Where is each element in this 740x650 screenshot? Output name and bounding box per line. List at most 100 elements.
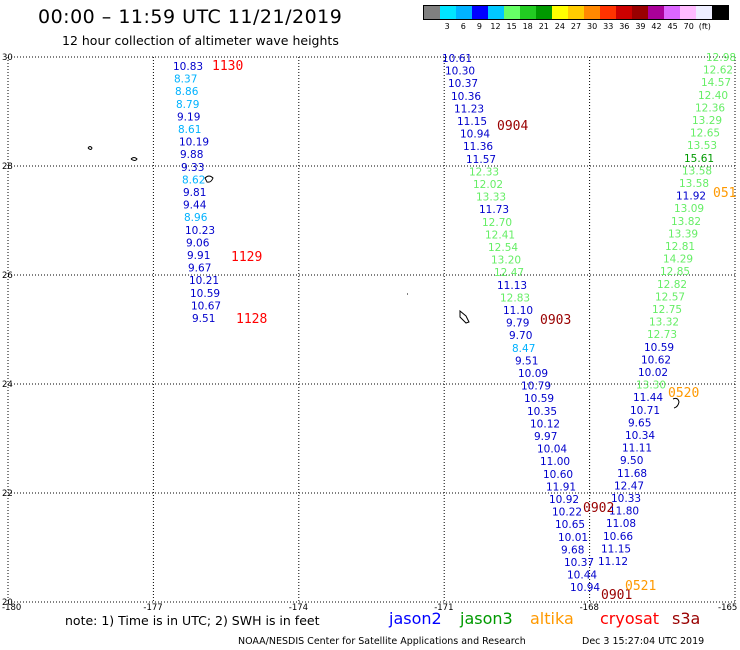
wave-height-value: 9.50 bbox=[620, 455, 643, 467]
legend-label: (ft) bbox=[698, 22, 711, 31]
island-outline bbox=[87, 146, 93, 150]
wave-height-value: 13.32 bbox=[649, 317, 679, 329]
wave-height-value: 10.79 bbox=[521, 381, 551, 393]
wave-height-value: 12.75 bbox=[652, 304, 682, 316]
wave-height-value: 12.54 bbox=[488, 242, 518, 254]
wave-height-value: 11.68 bbox=[617, 468, 647, 480]
wave-height-value: 13.29 bbox=[692, 115, 722, 127]
island-outlines bbox=[87, 146, 680, 409]
legend-swatch bbox=[456, 6, 472, 19]
wave-height-value: 15.61 bbox=[684, 153, 714, 165]
wave-height-value: 9.44 bbox=[183, 200, 207, 212]
wave-height-value: 12.81 bbox=[665, 241, 695, 253]
satellite-jason2: jason2 bbox=[389, 609, 442, 628]
legend-swatch bbox=[424, 6, 440, 19]
island-outline bbox=[672, 397, 680, 409]
y-tick-label: 28 bbox=[2, 162, 13, 172]
wave-height-value: 12.62 bbox=[703, 65, 733, 77]
wave-height-value: 10.09 bbox=[518, 368, 548, 380]
wave-height-value: 8.96 bbox=[184, 212, 208, 224]
wave-height-value: 12.98 bbox=[706, 52, 736, 64]
wave-height-value: 11.13 bbox=[497, 280, 527, 292]
wave-height-value: 11.57 bbox=[466, 154, 496, 166]
legend-swatch bbox=[616, 6, 632, 19]
wave-height-value: 11.80 bbox=[609, 506, 639, 518]
legend-label: 33 bbox=[603, 22, 614, 31]
wave-height-value: 11.36 bbox=[463, 141, 493, 153]
wave-height-value: 10.19 bbox=[179, 137, 209, 149]
legend-label: 30 bbox=[587, 22, 598, 31]
wave-height-value: 10.66 bbox=[603, 531, 633, 543]
axis-labels: -180 -177 -174 -171 -168 -165 30 28 26 24 22 20 bbox=[2, 53, 737, 613]
wave-height-value: 9.91 bbox=[187, 250, 210, 262]
legend-swatch bbox=[552, 6, 568, 19]
wave-height-value: 9.81 bbox=[183, 187, 206, 199]
time-label: 0902 bbox=[583, 501, 614, 516]
legend-swatch bbox=[584, 6, 600, 19]
wave-height-value: 12.41 bbox=[485, 229, 515, 241]
wave-height-value: 8.61 bbox=[178, 124, 201, 136]
wave-height-value: 12.73 bbox=[647, 329, 677, 341]
wave-height-value: 12.47 bbox=[494, 267, 524, 279]
wave-height-value: 13.39 bbox=[668, 228, 698, 240]
wave-height-value: 11.92 bbox=[676, 191, 706, 203]
satellite-cryosat: cryosat bbox=[600, 609, 660, 628]
legend-swatch bbox=[664, 6, 680, 19]
y-tick-label: 30 bbox=[2, 53, 13, 63]
legend-label: 21 bbox=[538, 22, 549, 31]
legend-label: 39 bbox=[635, 22, 646, 31]
legend-swatch bbox=[648, 6, 664, 19]
wave-height-value: 12.70 bbox=[482, 217, 512, 229]
wave-height-value: 12.83 bbox=[500, 292, 530, 304]
wave-height-value: 12.57 bbox=[655, 291, 685, 303]
legend-label: 15 bbox=[506, 22, 517, 31]
wave-height-value: 13.09 bbox=[674, 203, 704, 215]
credit-line: NOAA/NESDIS Center for Satellite Applica… bbox=[238, 636, 526, 647]
legend-label: 70 bbox=[683, 22, 694, 31]
legend-swatch bbox=[696, 6, 712, 19]
wave-height-value: 9.65 bbox=[628, 417, 651, 429]
wave-height-value: 10.62 bbox=[641, 354, 671, 366]
map-title: 00:00 – 11:59 UTC 11/21/2019 bbox=[38, 6, 343, 28]
wave-height-value: 12.36 bbox=[695, 102, 725, 114]
wave-height-value: 10.12 bbox=[530, 418, 560, 430]
legend-label: 3 bbox=[444, 22, 450, 31]
legend-swatch bbox=[440, 6, 456, 19]
wave-height-value: 10.94 bbox=[460, 129, 490, 141]
wave-height-value: 10.44 bbox=[567, 570, 597, 582]
time-label: 1128 bbox=[236, 312, 267, 327]
wave-height-value: 11.15 bbox=[457, 116, 487, 128]
track-1-values: 10.838.378.868.799.198.6110.199.889.338.… bbox=[173, 61, 221, 325]
legend-label: 42 bbox=[651, 22, 662, 31]
y-tick-label: 24 bbox=[2, 380, 13, 390]
wave-height-value: 9.68 bbox=[561, 544, 584, 556]
time-label: 1129 bbox=[231, 250, 262, 265]
legend-label: 36 bbox=[619, 22, 630, 31]
legend-label: 27 bbox=[570, 22, 582, 31]
wave-height-value: 13.20 bbox=[491, 255, 521, 267]
legend-label: 6 bbox=[460, 22, 466, 31]
wave-height-value: 10.02 bbox=[638, 367, 668, 379]
wave-height-value: 11.11 bbox=[622, 443, 652, 455]
wave-height-value: 10.83 bbox=[173, 61, 203, 73]
satellite-jason3: jason3 bbox=[460, 609, 513, 628]
generated-timestamp: Dec 3 15:27:04 UTC 2019 bbox=[582, 636, 705, 647]
legend-swatches bbox=[423, 5, 729, 20]
wave-height-value: 13.82 bbox=[671, 216, 701, 228]
wave-height-value: 11.23 bbox=[454, 103, 484, 115]
wave-height-value: 10.37 bbox=[448, 78, 478, 90]
island-outline bbox=[204, 175, 214, 183]
wave-height-value: 10.71 bbox=[630, 405, 660, 417]
wave-height-value: 10.21 bbox=[189, 275, 219, 287]
wave-height-value: 9.88 bbox=[180, 149, 203, 161]
wave-height-value: 12.33 bbox=[469, 166, 499, 178]
wave-height-value: 12.02 bbox=[473, 179, 503, 191]
wave-height-value: 9.51 bbox=[515, 355, 538, 367]
wave-height-value: 8.47 bbox=[512, 343, 535, 355]
x-tick-label: -174 bbox=[289, 603, 308, 613]
wave-height-value: 9.33 bbox=[181, 162, 204, 174]
wave-height-value: 12.65 bbox=[690, 128, 720, 140]
wave-height-value: 11.73 bbox=[479, 204, 509, 216]
wave-height-value: 11.08 bbox=[606, 518, 636, 530]
wave-height-value: 11.15 bbox=[601, 543, 631, 555]
